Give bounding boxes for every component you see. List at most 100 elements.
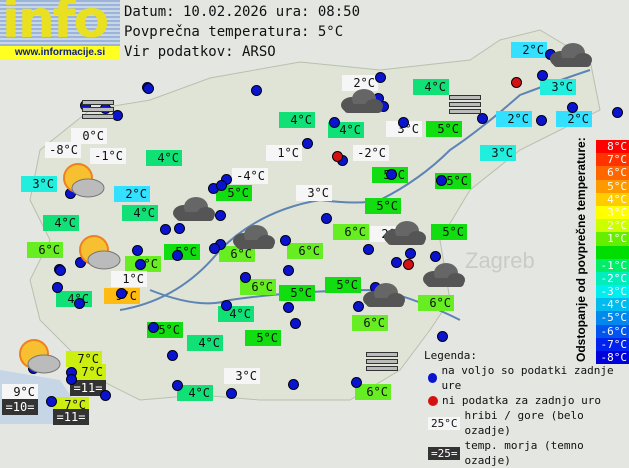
station-dot[interactable]	[226, 388, 237, 399]
station-dot[interactable]	[148, 322, 159, 333]
station-temperature: 2°C	[556, 111, 592, 127]
legend-missing: ni podatka za zadnjo uro	[442, 394, 601, 407]
scale-step: -6°C	[596, 324, 629, 338]
scale-step: 8°C	[596, 140, 629, 154]
scale-step: 4°C	[596, 192, 629, 206]
station-dot[interactable]	[100, 390, 111, 401]
station-dot[interactable]	[288, 379, 299, 390]
station-temperature: 4°C	[146, 150, 182, 166]
station-dot[interactable]	[116, 288, 127, 299]
color-scale: 8°C 7°C 6°C 5°C 4°C 3°C 2°C 1°C -1°C -2°C -3°C -4°C…	[596, 140, 629, 365]
station-dot-missing[interactable]	[403, 259, 414, 270]
station-temperature: 2°C	[511, 42, 547, 58]
cloud-icon	[547, 42, 593, 68]
station-dot[interactable]	[167, 350, 178, 361]
station-dot[interactable]	[172, 250, 183, 261]
scale-title: Odstopanje od povprečne temperature:	[574, 137, 588, 362]
station-temperature: 6°C	[355, 384, 391, 400]
station-temperature: 6°C	[418, 295, 454, 311]
station-dot[interactable]	[329, 117, 340, 128]
station-dot-missing[interactable]	[332, 151, 343, 162]
station-dot[interactable]	[283, 302, 294, 313]
station-temperature: 4°C	[122, 205, 158, 221]
logo[interactable]: info www.informacije.si	[0, 0, 120, 60]
station-temperature: 4°C	[413, 79, 449, 95]
station-dot[interactable]	[363, 244, 374, 255]
station-temperature: 4°C	[279, 112, 315, 128]
station-temperature: 0°C	[71, 128, 107, 144]
scale-step	[596, 245, 629, 259]
average-temperature: Povprečna temperatura: 5°C	[124, 24, 344, 40]
station-dot[interactable]	[321, 213, 332, 224]
scale-step: 5°C	[596, 179, 629, 193]
station-dot[interactable]	[302, 138, 313, 149]
station-dot[interactable]	[437, 331, 448, 342]
station-dot[interactable]	[537, 70, 548, 81]
station-temperature: 6°C	[287, 243, 323, 259]
station-dot[interactable]	[160, 224, 171, 235]
station-temperature: =10=	[2, 399, 38, 415]
station-dot[interactable]	[215, 210, 226, 221]
station-dot[interactable]	[477, 113, 488, 124]
station-dot[interactable]	[430, 251, 441, 262]
station-dot[interactable]	[46, 396, 57, 407]
cloud-icon	[360, 282, 406, 308]
logo-url[interactable]: www.informacije.si	[0, 46, 120, 60]
station-dot[interactable]	[351, 377, 362, 388]
scale-step: 7°C	[596, 153, 629, 167]
station-dot[interactable]	[66, 374, 77, 385]
city-label-zagreb: Zagreb	[465, 248, 535, 273]
station-temperature: 1°C	[266, 145, 302, 161]
station-dot[interactable]	[172, 380, 183, 391]
cloud-icon	[381, 220, 427, 246]
station-dot[interactable]	[405, 248, 416, 259]
scale-step: -7°C	[596, 337, 629, 351]
station-temperature: 6°C	[240, 279, 276, 295]
station-temperature: =11=	[70, 380, 106, 396]
station-dot[interactable]	[55, 265, 66, 276]
date-line: Datum: 10.02.2026 ura: 08:50	[124, 4, 361, 20]
station-dot[interactable]	[398, 117, 409, 128]
station-dot[interactable]	[52, 282, 63, 293]
scale-step: -8°C	[596, 351, 629, 365]
station-dot[interactable]	[280, 235, 291, 246]
station-dot[interactable]	[209, 243, 220, 254]
station-dot[interactable]	[135, 259, 146, 270]
station-dot[interactable]	[391, 257, 402, 268]
scale-step: 3°C	[596, 205, 629, 220]
station-dot[interactable]	[612, 107, 623, 118]
station-dot[interactable]	[536, 115, 547, 126]
station-dot[interactable]	[240, 272, 251, 283]
station-dot[interactable]	[174, 223, 185, 234]
station-temperature: 5°C	[245, 330, 281, 346]
station-dot[interactable]	[75, 257, 86, 268]
station-temperature: 7°C	[66, 351, 102, 367]
station-dot[interactable]	[74, 298, 85, 309]
station-temperature: 9°C	[2, 384, 38, 400]
station-dot[interactable]	[290, 318, 301, 329]
station-temperature: -4°C	[232, 168, 268, 184]
station-dot[interactable]	[375, 72, 386, 83]
station-dot[interactable]	[143, 83, 154, 94]
station-temperature: 5°C	[426, 121, 462, 137]
station-temperature: 3°C	[480, 145, 516, 161]
station-dot[interactable]	[216, 180, 227, 191]
station-dot[interactable]	[436, 175, 447, 186]
station-dot[interactable]	[132, 245, 143, 256]
legend-mountain-sample: 25°C	[428, 416, 461, 430]
station-temperature: 6°C	[352, 315, 388, 331]
station-dot[interactable]	[221, 300, 232, 311]
station-dot-missing[interactable]	[511, 77, 522, 88]
station-dot[interactable]	[251, 85, 262, 96]
scale-step: 2°C	[596, 219, 629, 233]
partly-cloudy-icon	[74, 232, 124, 276]
station-temperature: -1°C	[90, 148, 126, 164]
scale-step: -4°C	[596, 298, 629, 312]
station-dot[interactable]	[386, 169, 397, 180]
scale-step: -3°C	[596, 285, 629, 299]
scale-step: -5°C	[596, 311, 629, 325]
station-temperature: 3°C	[540, 79, 576, 95]
station-dot[interactable]	[283, 265, 294, 276]
station-dot[interactable]	[567, 102, 578, 113]
station-dot[interactable]	[353, 301, 364, 312]
